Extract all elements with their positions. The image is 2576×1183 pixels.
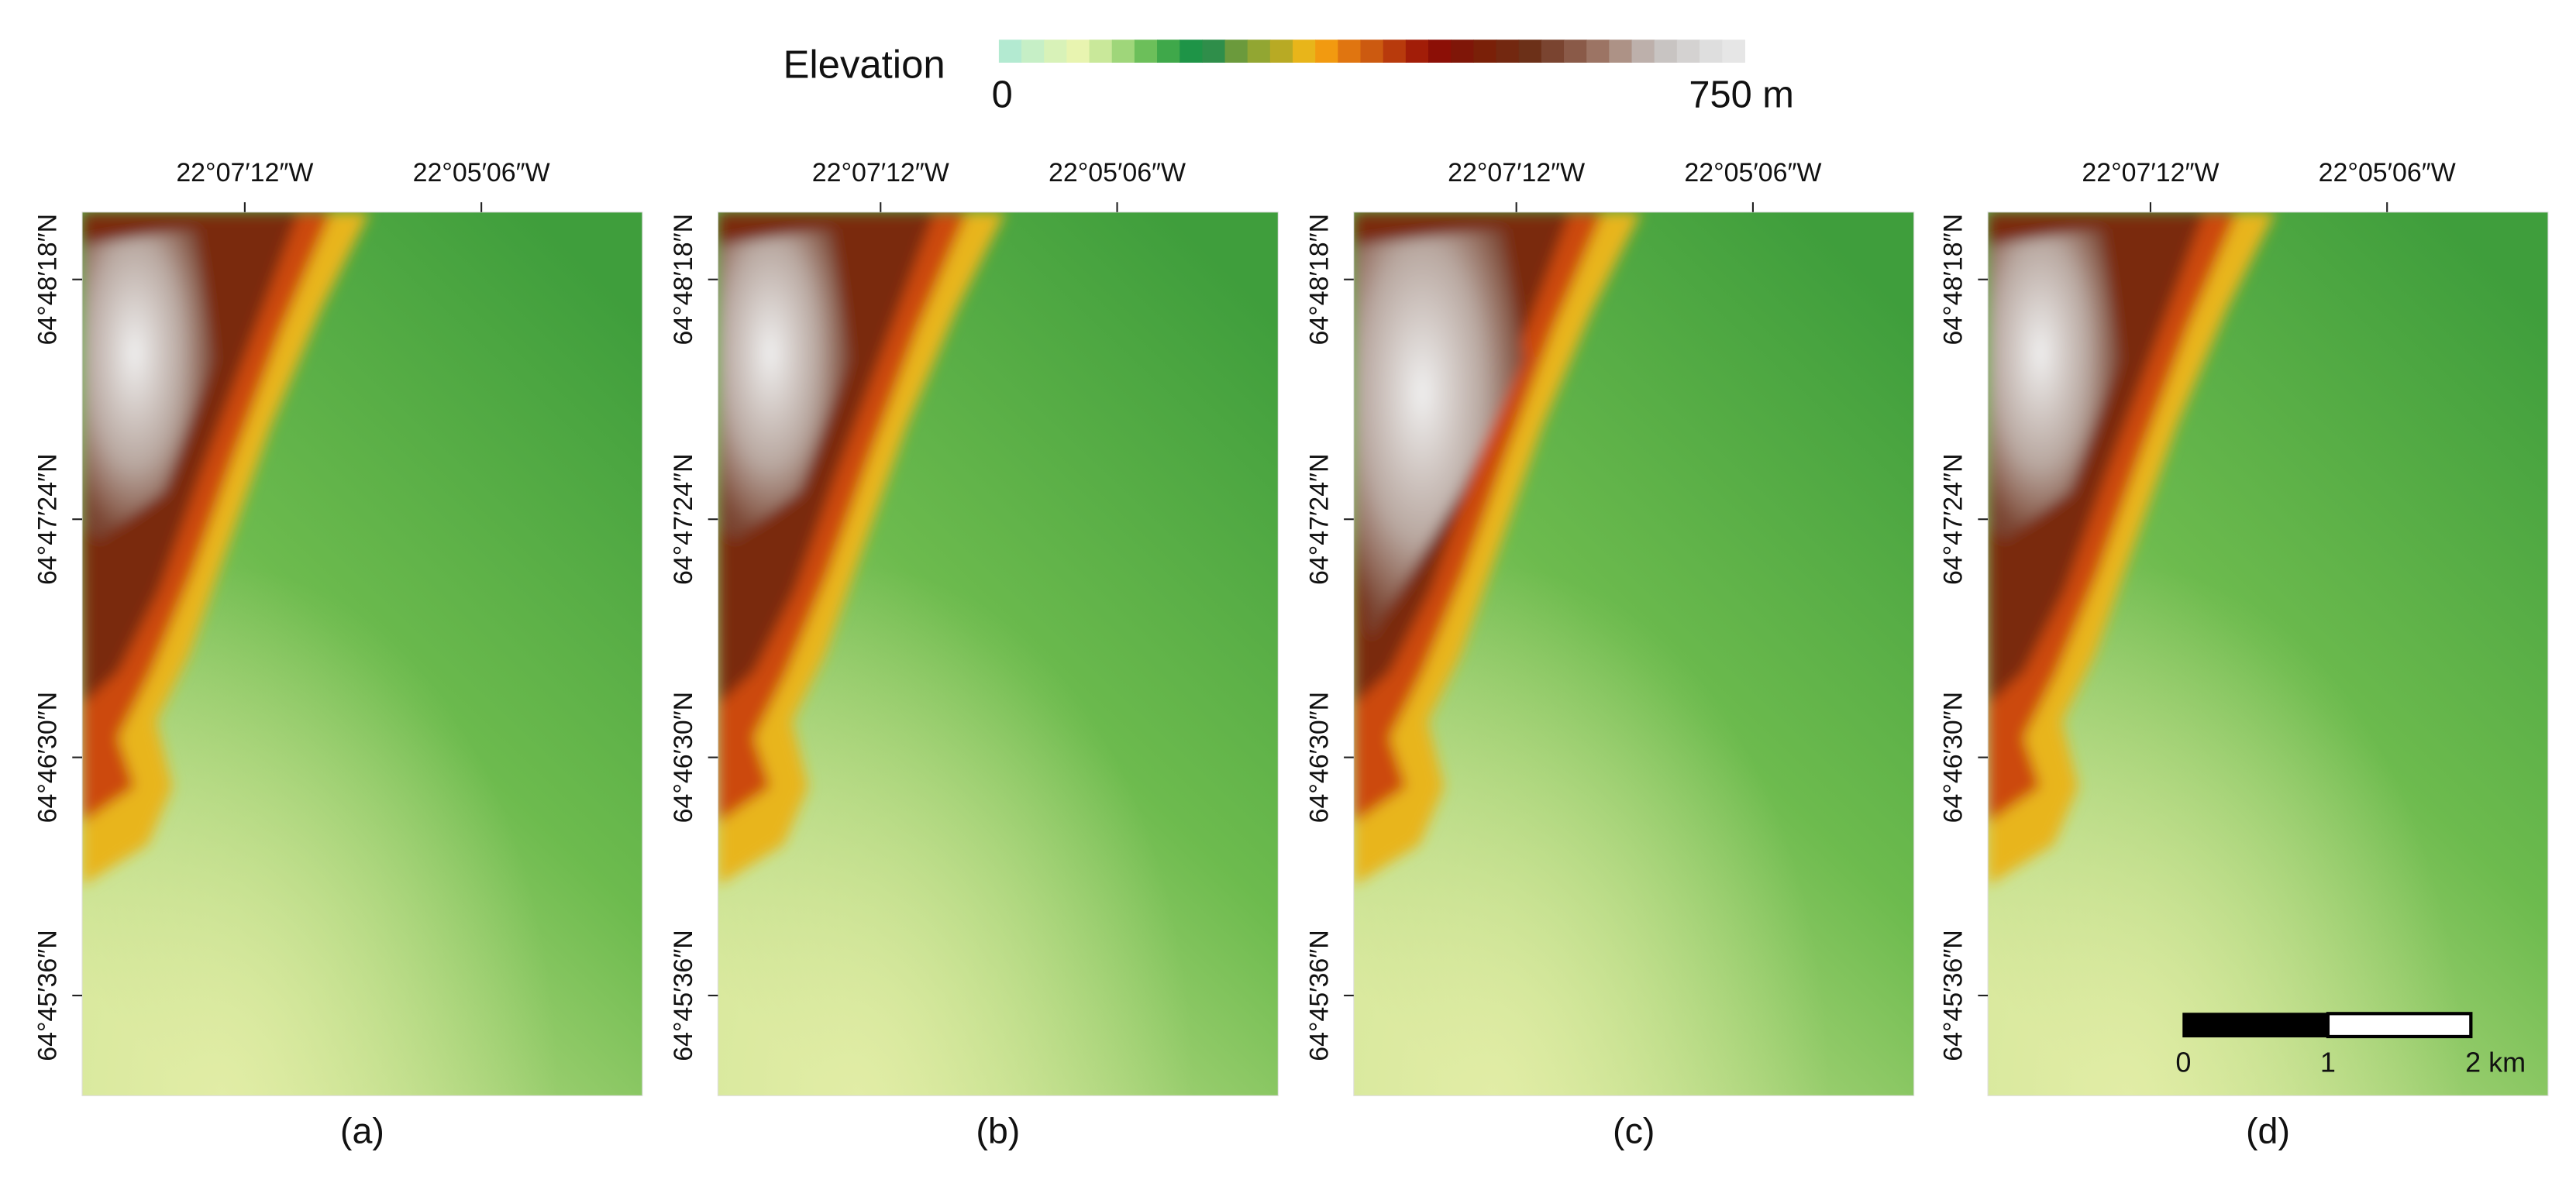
y-tick-label: 64°45′36″N	[669, 930, 698, 1061]
colorbar-step	[1134, 40, 1158, 63]
y-tick-label: 64°48′18″N	[1304, 214, 1334, 346]
map-frame	[81, 211, 643, 1096]
x-tick-label: 22°07′12″W	[176, 158, 313, 187]
colorbar-step	[1473, 40, 1497, 63]
colorbar-step	[1405, 40, 1429, 63]
y-tick-label: 64°46′30″N	[1304, 692, 1334, 824]
colorbar-step	[1111, 40, 1135, 63]
colorbar-step	[1180, 40, 1204, 63]
y-tick-label: 64°45′36″N	[33, 930, 63, 1061]
elevation-map	[1988, 211, 2548, 1096]
map-panel: 22°07′12″W 22°05′06″W 64°48′18″N 64°47′24″N…	[33, 158, 643, 1150]
map-panel: 22°07′12″W 22°05′06″W 64°48′18″N 64°47′24″N…	[1939, 158, 2549, 1150]
elevation-map	[81, 211, 642, 1096]
colorbar-step	[1044, 40, 1068, 63]
y-tick-label: 64°46′30″N	[33, 692, 63, 824]
colorbar-step	[1428, 40, 1452, 63]
colorbar-step	[1631, 40, 1655, 63]
x-tick-label: 22°07′12″W	[2082, 158, 2219, 187]
y-tick-label: 64°48′18″N	[669, 214, 698, 346]
map-frame	[717, 211, 1279, 1096]
colorbar-step	[1269, 40, 1293, 63]
y-tick-label: 64°45′36″N	[1304, 930, 1334, 1061]
x-tick-label: 22°05′06″W	[413, 158, 550, 187]
y-tick-label: 64°46′30″N	[1939, 692, 1968, 824]
panel-label: (c)	[1613, 1110, 1655, 1150]
scale-label: 1	[2320, 1047, 2336, 1078]
scale-label: 0	[2175, 1047, 2191, 1078]
colorbar-step	[1586, 40, 1610, 63]
colorbar-step	[1654, 40, 1678, 63]
x-tick-label: 22°05′06″W	[1049, 158, 1186, 187]
scale-segment	[2326, 1012, 2473, 1039]
colorbar-step	[1541, 40, 1565, 63]
colorbar-step	[1338, 40, 1362, 63]
colorbar-step	[1722, 40, 1745, 63]
elevation-map	[718, 211, 1279, 1096]
colorbar-step	[1066, 40, 1090, 63]
colorbar-step	[1157, 40, 1180, 63]
colorbar-step	[1247, 40, 1271, 63]
panel-label: (d)	[2246, 1110, 2290, 1150]
y-tick-label: 64°47′24″N	[669, 453, 698, 585]
panel-label: (a)	[340, 1110, 384, 1150]
colorbar-step	[1293, 40, 1316, 63]
colorbar-step	[1609, 40, 1633, 63]
legend-title: Elevation	[783, 43, 945, 87]
y-tick-label: 64°46′30″N	[669, 692, 698, 824]
x-tick-label: 22°07′12″W	[1448, 158, 1585, 187]
x-tick-label: 22°07′12″W	[812, 158, 949, 187]
colorbar-step	[1518, 40, 1542, 63]
y-tick-label: 64°47′24″N	[1304, 453, 1334, 585]
legend-min: 0	[992, 74, 1013, 115]
scale-bar: 0 1 2 km	[2175, 1012, 2526, 1078]
colorbar-step	[1021, 40, 1045, 63]
legend-max: 750 m	[1689, 74, 1794, 115]
map-panel: 22°07′12″W 22°05′06″W 64°48′18″N 64°47′24″N…	[1304, 158, 1915, 1150]
scale-segment	[2182, 1013, 2329, 1038]
map-frame	[1987, 211, 2549, 1096]
map-panel: 22°07′12″W 22°05′06″W 64°48′18″N 64°47′24″N…	[669, 158, 1279, 1150]
colorbar-step	[1700, 40, 1723, 63]
colorbar	[998, 40, 1745, 63]
colorbar-step	[1360, 40, 1384, 63]
y-tick-label: 64°47′24″N	[1939, 453, 1968, 585]
y-tick-label: 64°45′36″N	[1939, 930, 1968, 1061]
colorbar-step	[1315, 40, 1339, 63]
colorbar-step	[1202, 40, 1226, 63]
y-tick-label: 64°48′18″N	[33, 214, 63, 346]
y-tick-label: 64°48′18″N	[1939, 214, 1968, 346]
map-frame	[1353, 211, 1915, 1096]
y-tick-label: 64°47′24″N	[33, 453, 63, 585]
colorbar-step	[1224, 40, 1248, 63]
colorbar-step	[1496, 40, 1520, 63]
colorbar-step	[1383, 40, 1407, 63]
panel-label: (b)	[976, 1110, 1020, 1150]
colorbar-step	[1564, 40, 1587, 63]
colorbar-step	[1089, 40, 1113, 63]
scale-label: 2 km	[2465, 1047, 2526, 1078]
elevation-map	[1353, 211, 1914, 1096]
x-tick-label: 22°05′06″W	[1684, 158, 1821, 187]
x-tick-label: 22°05′06″W	[2319, 158, 2456, 187]
colorbar-step	[1676, 40, 1700, 63]
colorbar-step	[998, 40, 1022, 63]
colorbar-step	[1451, 40, 1474, 63]
